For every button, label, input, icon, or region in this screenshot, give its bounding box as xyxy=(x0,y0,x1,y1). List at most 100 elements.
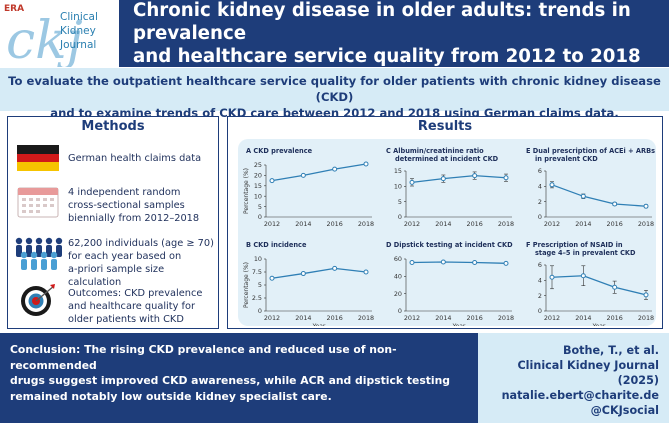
y-tick-label: 7.5 xyxy=(252,268,262,276)
x-tick-label: 2014 xyxy=(435,220,451,228)
y-tick-label: 0 xyxy=(398,213,402,221)
social-handle[interactable]: @CKJsocial xyxy=(590,404,659,417)
chart-panel-e: E Dual prescription of ACEi + ARBs in pre… xyxy=(526,147,655,228)
y-tick-label: 2 xyxy=(538,198,542,206)
y-tick-label: 40 xyxy=(394,273,402,281)
era-mark: ERA xyxy=(4,4,25,14)
x-tick-label: 2016 xyxy=(327,314,343,322)
y-tick-label: 5 xyxy=(398,198,402,206)
x-tick-label: 2018 xyxy=(638,220,654,228)
y-axis-label: Percentage (%) xyxy=(243,262,250,308)
y-tick-label: 10 xyxy=(254,255,262,263)
y-tick-label: 15 xyxy=(254,182,262,190)
data-point xyxy=(643,203,649,209)
y-tick-label: 4 xyxy=(538,183,542,191)
series-line xyxy=(551,275,647,296)
chart-title: B CKD incidence xyxy=(246,241,307,249)
x-tick-label: 2016 xyxy=(467,220,483,228)
x-tick-label: 2016 xyxy=(607,220,623,228)
data-point xyxy=(612,201,618,207)
x-tick-label: 2018 xyxy=(358,314,374,322)
data-point xyxy=(503,175,509,181)
conclusion-banner: Conclusion: The rising CKD prevalence an… xyxy=(0,333,478,423)
contact-email[interactable]: natalie.ebert@charite.de xyxy=(501,389,659,402)
x-tick-label: 2012 xyxy=(544,220,560,228)
x-tick-label: 2012 xyxy=(544,314,560,322)
results-panel: Results A CKD prevalence 0 5 10 15 20 25 2012 20… xyxy=(227,116,663,330)
citation-journal: Clinical Kidney Journal (2025) xyxy=(517,359,659,387)
ckj-logo-icon: ckj xyxy=(6,11,83,67)
chart-title: F Prescription of NSAID in stage 4–5 in p… xyxy=(526,241,636,257)
data-point xyxy=(332,265,338,271)
x-tick-label: 2018 xyxy=(358,220,374,228)
y-tick-label: 2 xyxy=(538,292,542,300)
series-line xyxy=(551,184,647,207)
chart-panel-d: D Dipstick testing at incident CKD 0 20 40 6… xyxy=(386,241,514,330)
x-tick-label: 2014 xyxy=(575,314,591,322)
chart-panel-a: A CKD prevalence 0 5 10 15 20 25 2012 2014 2016 20… xyxy=(243,147,374,228)
y-tick-label: 6 xyxy=(538,167,542,175)
series-line xyxy=(411,261,507,264)
x-tick-label: 2012 xyxy=(404,220,420,228)
method-item-individuals: 62,200 individuals (age ≥ 70) for each y… xyxy=(68,238,214,288)
method-item-outcomes: Outcomes: CKD prevalence and healthcare … xyxy=(68,288,203,325)
x-tick-label: 2016 xyxy=(607,314,623,322)
x-tick-label: 2012 xyxy=(404,314,420,322)
page-title-banner: Chronic kidney disease in older adults: … xyxy=(119,0,669,67)
data-point xyxy=(269,275,275,281)
data-point xyxy=(269,178,275,184)
x-tick-label: 2018 xyxy=(638,314,654,322)
y-tick-label: 10 xyxy=(254,192,262,200)
logo-letters: ckj xyxy=(6,11,83,67)
people-group-icon xyxy=(15,237,63,270)
data-point xyxy=(300,271,306,277)
chart-panel-c: C Albumin/creatinine ratio determined at … xyxy=(386,147,514,228)
data-point xyxy=(503,260,509,266)
calendar-icon xyxy=(17,187,59,218)
data-point xyxy=(363,161,369,167)
method-item-samples: 4 independent random cross-sectional sam… xyxy=(68,187,200,224)
x-tick-label: 2014 xyxy=(295,220,311,228)
data-point xyxy=(549,182,555,188)
y-tick-label: 5 xyxy=(258,281,262,289)
data-point xyxy=(332,166,338,172)
page-title: Chronic kidney disease in older adults: … xyxy=(133,0,641,67)
series-line xyxy=(271,267,367,279)
methods-title: Methods xyxy=(81,119,145,134)
x-tick-label: 2016 xyxy=(327,220,343,228)
chart-title: D Dipstick testing at incident CKD xyxy=(386,241,513,249)
x-axis-label: Year xyxy=(452,323,466,326)
data-point xyxy=(440,176,446,182)
y-tick-label: 0 xyxy=(258,307,262,315)
data-point xyxy=(440,259,446,265)
data-point xyxy=(409,259,415,265)
y-tick-label: 25 xyxy=(254,161,262,169)
data-point xyxy=(580,273,586,279)
charts-area: A CKD prevalence 0 5 10 15 20 25 2012 2014 2016 20… xyxy=(238,139,656,330)
journal-name: Clinical Kidney Journal xyxy=(60,11,98,51)
series-line xyxy=(271,163,367,182)
x-tick-label: 2018 xyxy=(498,314,514,322)
data-point xyxy=(612,284,618,290)
series-line xyxy=(411,174,507,183)
data-point xyxy=(409,179,415,185)
results-title: Results xyxy=(417,119,473,134)
y-tick-label: 2.5 xyxy=(252,294,262,302)
chart-title: E Dual prescription of ACEi + ARBs in pre… xyxy=(526,147,655,163)
data-point xyxy=(472,173,478,179)
y-tick-label: 0 xyxy=(258,213,262,221)
methods-panel: Methods German health claims data 4 inde… xyxy=(7,116,219,329)
y-tick-label: 6 xyxy=(538,261,542,269)
x-axis-label: Year xyxy=(592,323,606,326)
y-tick-label: 4 xyxy=(538,277,542,285)
x-tick-label: 2012 xyxy=(264,220,280,228)
journal-logo: ERA ckj Clinical Kidney Journal xyxy=(0,0,119,67)
y-tick-label: 5 xyxy=(258,203,262,211)
data-point xyxy=(580,193,586,199)
chart-title: A CKD prevalence xyxy=(246,147,313,155)
y-tick-label: 20 xyxy=(254,172,262,180)
chart-panel-f: F Prescription of NSAID in stage 4–5 in p… xyxy=(526,241,654,330)
data-point xyxy=(643,292,649,298)
method-item-claims: German health claims data xyxy=(68,153,202,164)
chart-panel-b: B CKD incidence 0 2.5 5 7.5 10 2012 2014 2016 201… xyxy=(243,241,374,330)
